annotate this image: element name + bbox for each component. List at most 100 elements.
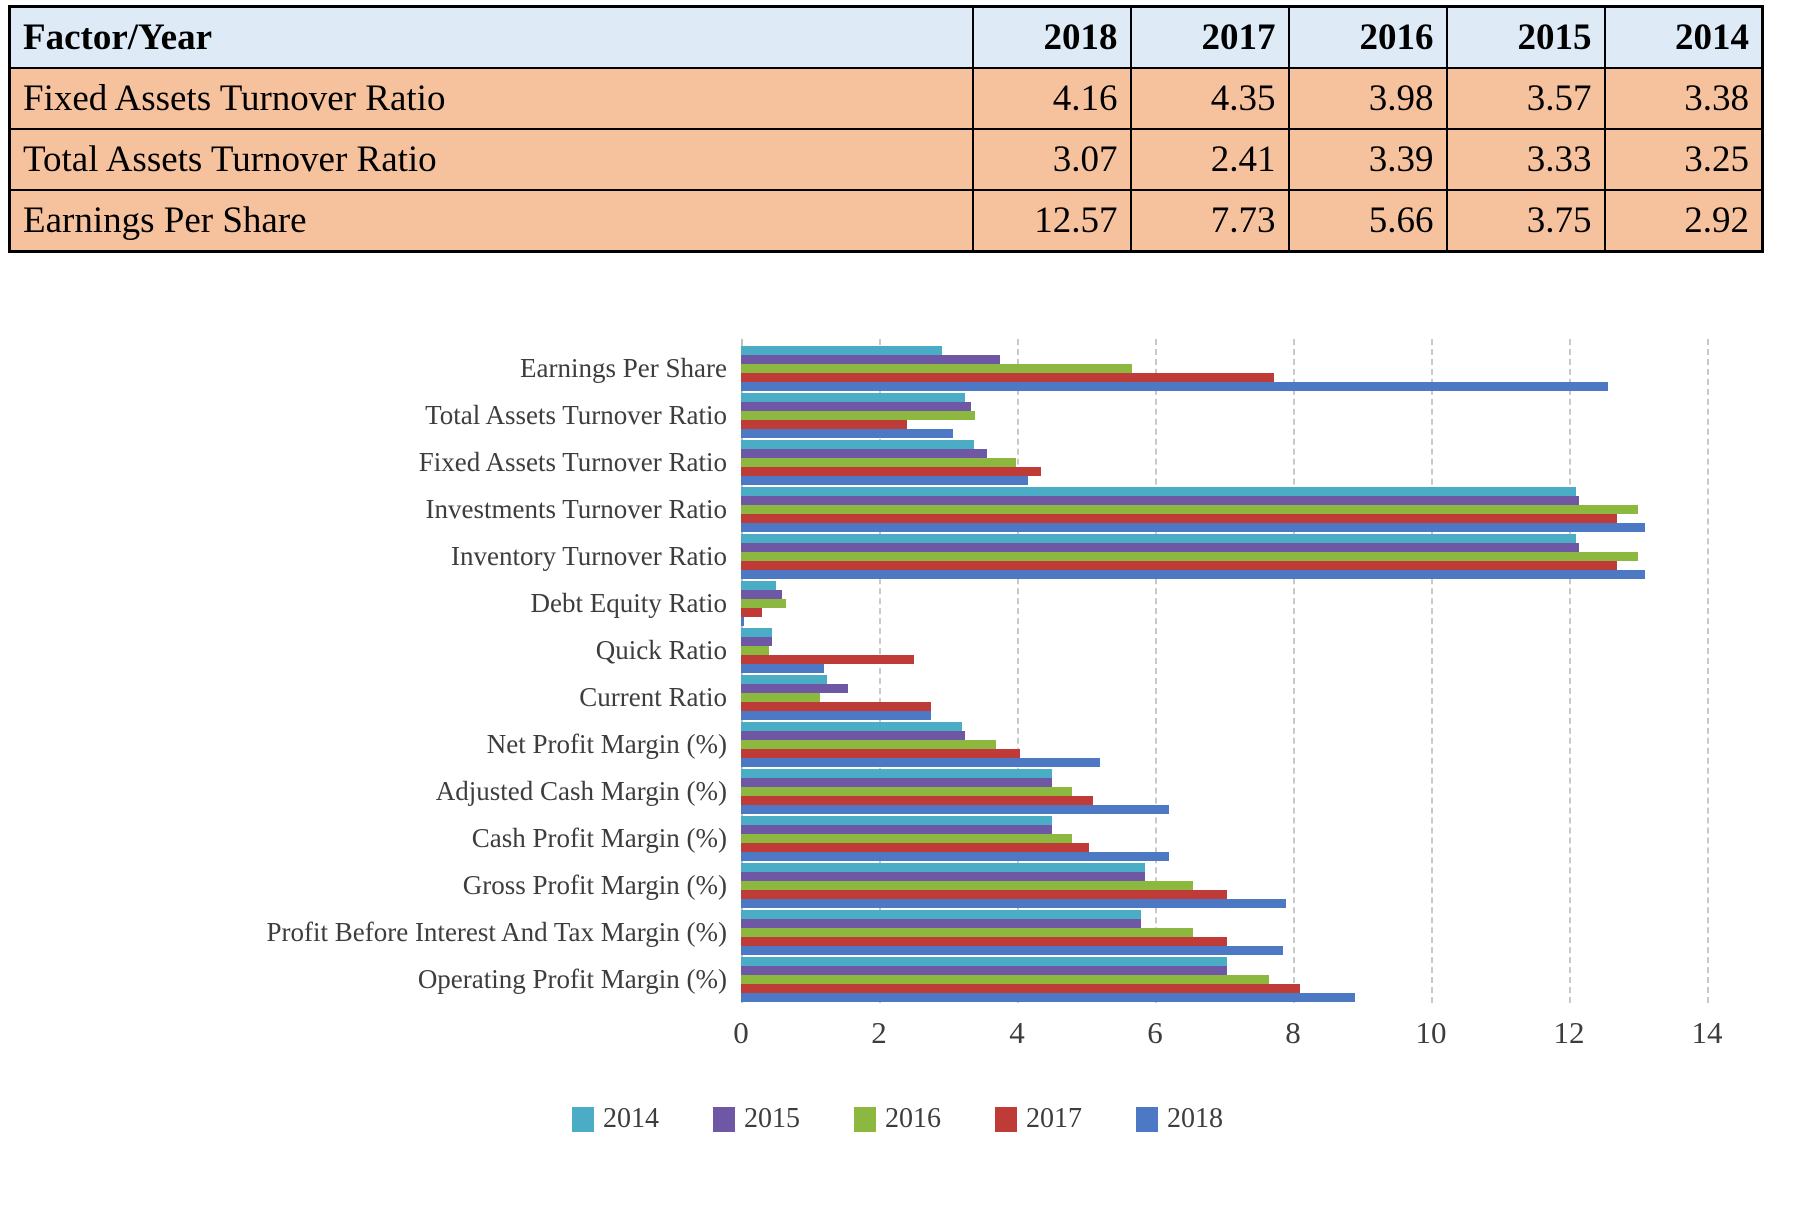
bar-cluster — [741, 675, 1707, 720]
category-label: Inventory Turnover Ratio — [451, 541, 727, 571]
x-tick-label: 12 — [1553, 1015, 1585, 1050]
bar-2014 — [741, 487, 1576, 496]
bar-2018 — [741, 805, 1169, 814]
bar-2016 — [741, 458, 1016, 467]
bar-2016 — [741, 834, 1073, 843]
bar-2017 — [741, 514, 1618, 523]
bar-2016 — [741, 928, 1193, 937]
category-label: Debt Equity Ratio — [530, 588, 727, 618]
cell-value: 4.35 — [1129, 67, 1290, 130]
cell-value: 7.73 — [1129, 189, 1290, 253]
bar-cluster — [741, 393, 1707, 438]
bar-2018 — [741, 993, 1356, 1002]
bar-cluster — [741, 346, 1707, 391]
bar-2015 — [741, 402, 971, 411]
row-label: Fixed Assets Turnover Ratio — [8, 67, 974, 130]
bar-2014 — [741, 816, 1052, 825]
bar-2016 — [741, 552, 1638, 561]
bar-cluster — [741, 440, 1707, 485]
x-tick-label: 8 — [1285, 1015, 1301, 1050]
category-label: Net Profit Margin (%) — [486, 729, 727, 759]
legend-label: 2016 — [885, 1103, 941, 1134]
bar-2016 — [741, 411, 975, 420]
cell-value: 2.41 — [1129, 128, 1290, 191]
bar-2015 — [741, 872, 1145, 881]
bar-2016 — [741, 740, 997, 749]
legend-label: 2015 — [744, 1103, 800, 1134]
bar-2018 — [741, 570, 1645, 579]
bar-group: Debt Equity Ratio — [0, 580, 1795, 627]
x-tick-label: 10 — [1415, 1015, 1447, 1050]
category-label: Gross Profit Margin (%) — [462, 870, 727, 900]
legend-swatch-icon — [854, 1106, 876, 1132]
bar-2017 — [741, 420, 908, 429]
bar-2014 — [741, 393, 966, 402]
bar-group: Inventory Turnover Ratio — [0, 533, 1795, 580]
cell-value: 4.16 — [971, 67, 1132, 130]
bar-cluster — [741, 816, 1707, 861]
bar-2015 — [741, 684, 848, 693]
bar-2014 — [741, 675, 828, 684]
bar-group: Gross Profit Margin (%) — [0, 862, 1795, 909]
bar-2017 — [741, 843, 1090, 852]
bar-group: Fixed Assets Turnover Ratio — [0, 439, 1795, 486]
bar-2017 — [741, 561, 1618, 570]
bar-2018 — [741, 711, 931, 720]
bar-2017 — [741, 702, 931, 711]
bar-2014 — [741, 346, 943, 355]
cell-value: 3.38 — [1603, 67, 1764, 130]
bar-rows: Earnings Per Share Total Assets Turnover … — [0, 345, 1795, 1003]
bar-2014 — [741, 534, 1576, 543]
bar-group: Current Ratio — [0, 674, 1795, 721]
cell-value: 2.92 — [1603, 189, 1764, 253]
table-header-factor-year: Factor/Year — [8, 5, 974, 69]
bar-2018 — [741, 476, 1029, 485]
legend-item-2017: 2017 — [995, 1103, 1082, 1135]
bar-2017 — [741, 749, 1021, 758]
bar-2015 — [741, 637, 773, 646]
category-label: Total Assets Turnover Ratio — [425, 400, 727, 430]
legend-item-2014: 2014 — [572, 1103, 659, 1135]
cell-value: 3.98 — [1287, 67, 1448, 130]
bar-2018 — [741, 758, 1100, 767]
bar-2015 — [741, 543, 1580, 552]
bar-group: Investments Turnover Ratio — [0, 486, 1795, 533]
bar-cluster — [741, 769, 1707, 814]
category-label: Adjusted Cash Margin (%) — [435, 776, 727, 806]
legend-swatch-icon — [1136, 1106, 1158, 1132]
bar-cluster — [741, 534, 1707, 579]
table-row: Total Assets Turnover Ratio 3.07 2.41 3.… — [8, 128, 1764, 191]
bar-group: Cash Profit Margin (%) — [0, 815, 1795, 862]
bar-2014 — [741, 628, 773, 637]
bar-2018 — [741, 899, 1287, 908]
bar-2015 — [741, 449, 988, 458]
plot-area: Earnings Per Share Total Assets Turnover … — [0, 339, 1795, 1003]
bar-2017 — [741, 890, 1228, 899]
table-header-2018: 2018 — [971, 5, 1132, 69]
bar-group: Net Profit Margin (%) — [0, 721, 1795, 768]
x-tick-label: 6 — [1147, 1015, 1163, 1050]
table-row: Earnings Per Share 12.57 7.73 5.66 3.75 … — [8, 189, 1764, 253]
bar-2014 — [741, 722, 962, 731]
bar-2018 — [741, 946, 1283, 955]
legend-item-2015: 2015 — [713, 1103, 800, 1135]
bar-cluster — [741, 487, 1707, 532]
bar-group: Operating Profit Margin (%) — [0, 956, 1795, 1003]
ratios-bar-chart: Earnings Per Share Total Assets Turnover … — [0, 339, 1795, 1135]
bar-2018 — [741, 382, 1609, 391]
bar-2016 — [741, 975, 1269, 984]
bar-2015 — [741, 966, 1228, 975]
bar-2014 — [741, 957, 1228, 966]
bar-2018 — [741, 523, 1645, 532]
bar-2016 — [741, 787, 1073, 796]
category-label: Fixed Assets Turnover Ratio — [418, 447, 727, 477]
bar-cluster — [741, 722, 1707, 767]
bar-group: Earnings Per Share — [0, 345, 1795, 392]
table-row: Fixed Assets Turnover Ratio 4.16 4.35 3.… — [8, 67, 1764, 130]
bar-2014 — [741, 910, 1142, 919]
cell-value: 3.33 — [1445, 128, 1606, 191]
legend-label: 2018 — [1167, 1103, 1223, 1134]
bar-2017 — [741, 467, 1042, 476]
table-header-2017: 2017 — [1129, 5, 1290, 69]
x-tick-label: 0 — [733, 1015, 749, 1050]
